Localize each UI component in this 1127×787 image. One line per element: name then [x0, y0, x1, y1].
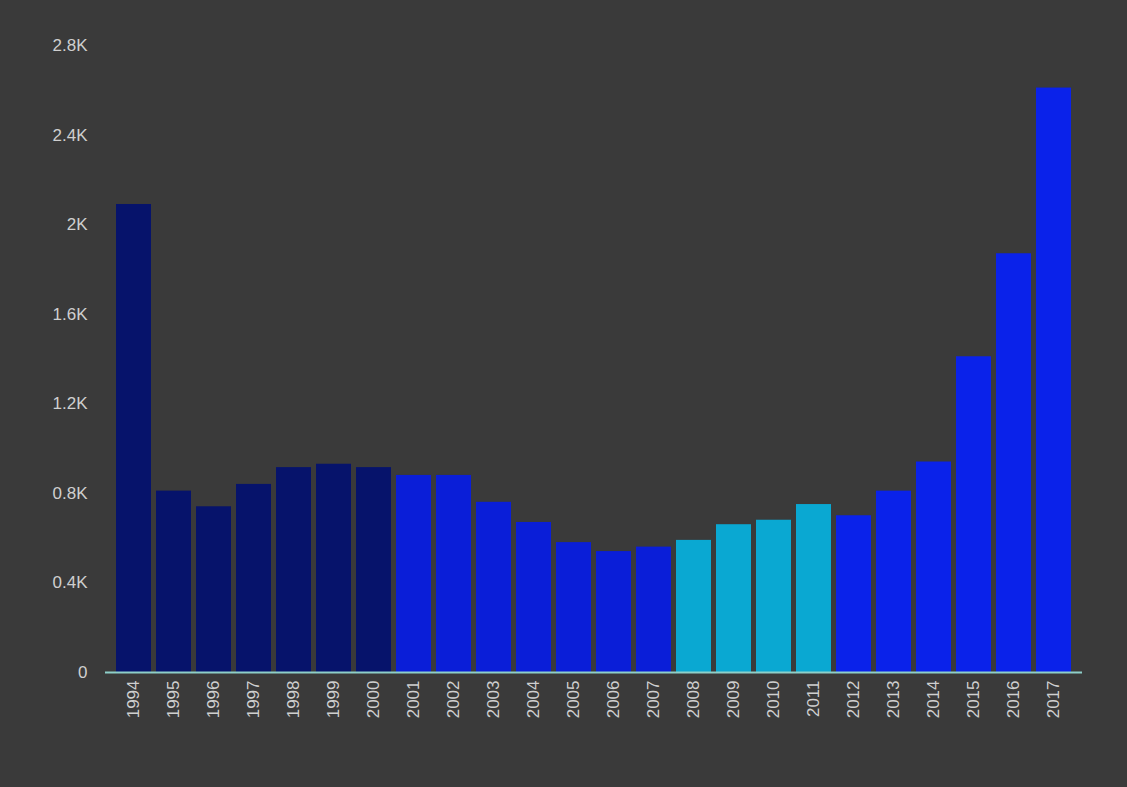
svg-text:2016: 2016 — [1004, 681, 1023, 719]
svg-text:1.6K: 1.6K — [53, 305, 89, 324]
svg-text:0: 0 — [78, 663, 87, 682]
svg-text:2010: 2010 — [764, 681, 783, 719]
svg-text:0.8K: 0.8K — [53, 484, 89, 503]
svg-text:2002: 2002 — [444, 681, 463, 719]
svg-text:2K: 2K — [67, 215, 88, 234]
svg-text:0.4K: 0.4K — [53, 573, 89, 592]
svg-text:2012: 2012 — [844, 681, 863, 719]
svg-text:1995: 1995 — [164, 681, 183, 719]
svg-text:1997: 1997 — [244, 681, 263, 719]
svg-text:2014: 2014 — [924, 681, 943, 719]
svg-text:2008: 2008 — [684, 681, 703, 719]
svg-text:2004: 2004 — [524, 681, 543, 719]
svg-text:2013: 2013 — [884, 681, 903, 719]
svg-text:2001: 2001 — [404, 681, 423, 719]
svg-text:2000: 2000 — [364, 681, 383, 719]
svg-text:2003: 2003 — [484, 681, 503, 719]
svg-text:2005: 2005 — [564, 681, 583, 719]
svg-text:2011: 2011 — [804, 681, 823, 718]
svg-text:1.2K: 1.2K — [53, 394, 89, 413]
svg-text:1999: 1999 — [324, 681, 343, 719]
svg-text:1994: 1994 — [124, 681, 143, 719]
svg-text:1998: 1998 — [284, 681, 303, 719]
svg-text:2017: 2017 — [1044, 681, 1063, 719]
svg-text:2.8K: 2.8K — [53, 36, 89, 55]
svg-text:2006: 2006 — [604, 681, 623, 719]
svg-text:2009: 2009 — [724, 681, 743, 719]
svg-text:1996: 1996 — [204, 681, 223, 719]
svg-text:2007: 2007 — [644, 681, 663, 719]
svg-text:2015: 2015 — [964, 681, 983, 719]
svg-text:2.4K: 2.4K — [53, 126, 89, 145]
